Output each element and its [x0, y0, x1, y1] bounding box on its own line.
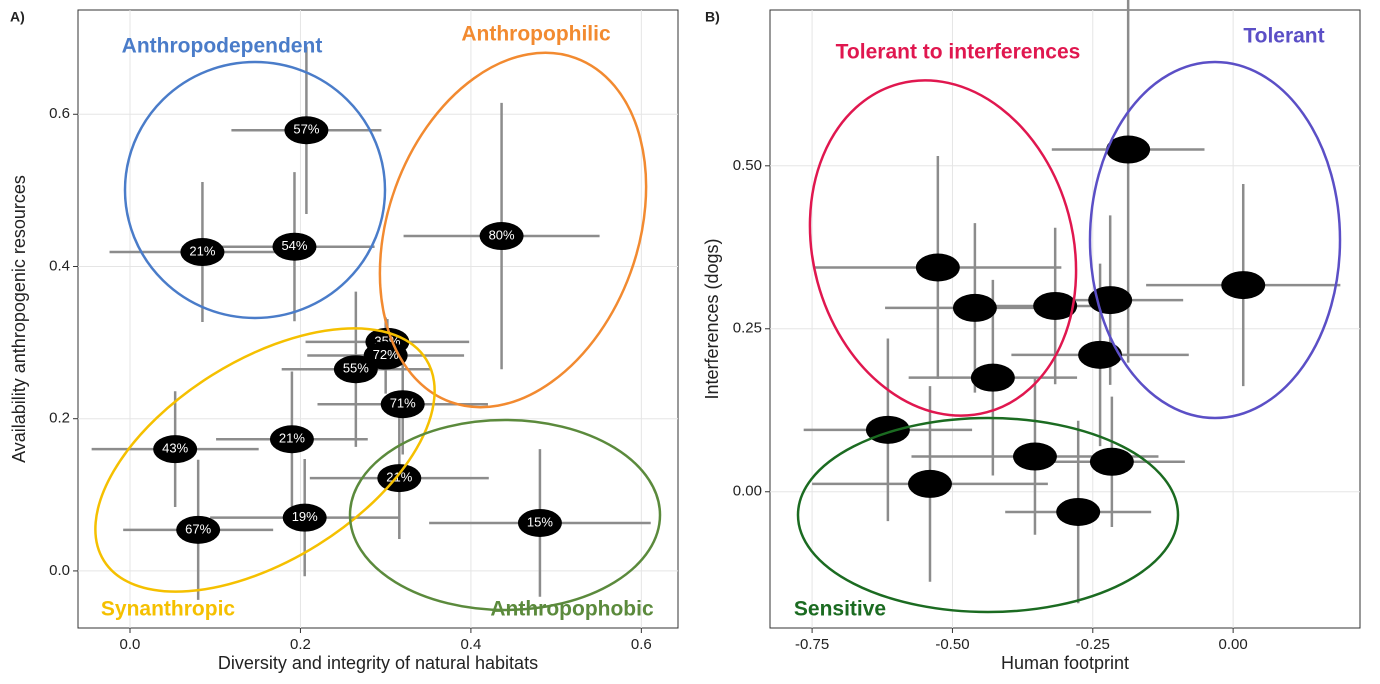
point [269, 425, 314, 454]
point [1106, 135, 1151, 164]
x-tick-label: 0.00 [1219, 636, 1248, 653]
x-tick-label: 0.2 [290, 636, 311, 653]
point [1221, 271, 1266, 300]
annotation: Anthropophobic [490, 598, 654, 621]
point-label: 15% [527, 514, 553, 529]
annotation: Tolerant [1243, 25, 1324, 48]
annotation: Sensitive [794, 598, 886, 621]
y-tick-label: 0.4 [49, 257, 70, 274]
point [970, 363, 1015, 392]
point [180, 238, 225, 267]
point-label: 21% [279, 431, 305, 446]
ellipses [94, 51, 1342, 614]
point [517, 508, 562, 537]
x-axis-label: Diversity and integrity of natural habit… [218, 653, 538, 673]
point [865, 415, 910, 444]
ellipse [378, 51, 648, 409]
y-axis-label: Interferences (dogs) [702, 238, 722, 399]
point-label: 80% [489, 227, 515, 242]
y-tick-label: 0.2 [49, 410, 70, 427]
point [915, 253, 960, 282]
y-axis-label: Availability anthropogenic resources [9, 175, 29, 463]
point [380, 390, 425, 419]
x-tick-label: -0.50 [935, 636, 969, 653]
ellipse [94, 327, 436, 593]
x-tick-label: 0.4 [460, 636, 481, 653]
ellipse [1088, 60, 1342, 420]
point [1078, 340, 1123, 369]
ellipse [808, 79, 1078, 417]
point [1056, 497, 1101, 526]
point [272, 232, 317, 261]
point [479, 222, 524, 251]
panel-label: B) [705, 9, 720, 25]
y-tick-label: 0.0 [49, 562, 70, 579]
x-tick-label: -0.25 [1076, 636, 1110, 653]
point [952, 293, 997, 322]
point [284, 116, 329, 145]
y-tick-label: 0.25 [733, 320, 762, 337]
x-axis-label: Human footprint [1001, 653, 1129, 673]
panel-label: A) [10, 9, 25, 25]
point-label: 71% [390, 396, 416, 411]
plot-border [769, 9, 1361, 629]
annotation: Anthropodependent [122, 35, 323, 58]
ellipse [796, 416, 1180, 614]
x-tick-label: 0.6 [631, 636, 652, 653]
plot: 0.0 0.2 0.4 0.6 0.0 0.2 0.4 0.6 [49, 9, 679, 653]
x-tick-label: 0.0 [120, 636, 141, 653]
point-label: 72% [373, 347, 399, 362]
ellipse [123, 60, 387, 320]
ellipse [348, 418, 662, 612]
plot-border [77, 9, 679, 629]
point [176, 515, 221, 544]
point-label: 21% [189, 243, 215, 258]
point-label: 43% [162, 441, 188, 456]
y-tick-label: 0.00 [733, 483, 762, 500]
point [1012, 442, 1057, 471]
point-label: 57% [293, 122, 319, 137]
point [907, 469, 952, 498]
point [153, 435, 198, 464]
point-label: 54% [281, 238, 307, 253]
point-label: 19% [292, 509, 318, 524]
y-tick-label: 0.6 [49, 105, 70, 122]
point [282, 503, 327, 532]
point-label: 67% [185, 521, 211, 536]
annotation: Tolerant to interferences [836, 41, 1081, 64]
plot: -0.75 -0.50 -0.25 0.00 0.00 0.25 0.50 [733, 9, 1361, 653]
annotation: Anthropophilic [461, 23, 611, 46]
point-label: 55% [343, 361, 369, 376]
point [1033, 291, 1078, 320]
point [1089, 447, 1134, 476]
x-tick-label: -0.75 [795, 636, 829, 653]
y-tick-label: 0.50 [733, 157, 762, 174]
annotation: Synanthropic [101, 598, 236, 621]
